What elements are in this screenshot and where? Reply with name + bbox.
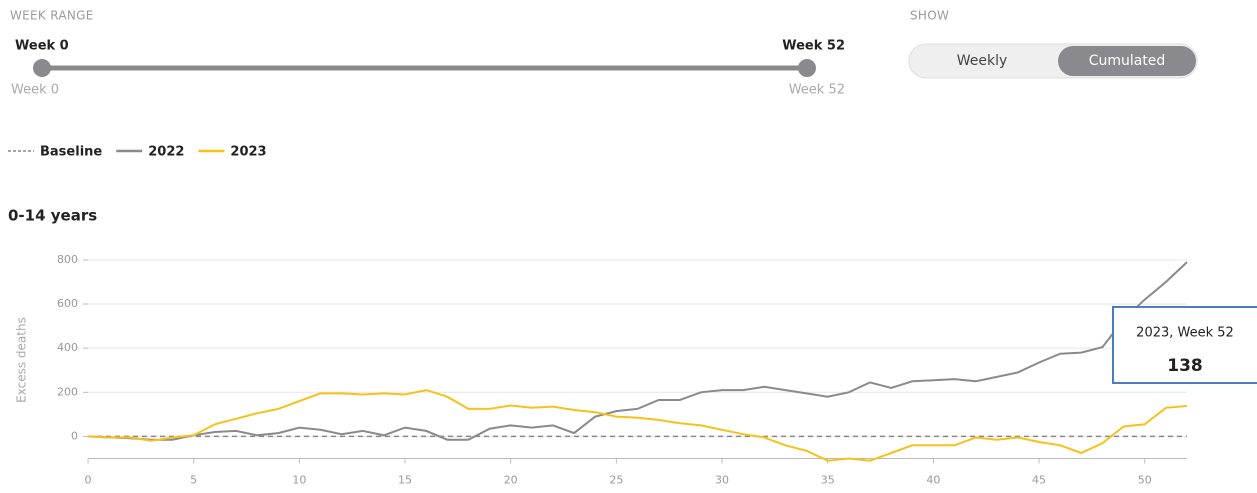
- y-tick-label: 800: [57, 253, 78, 266]
- series-line: [87, 389, 1188, 462]
- show-title: SHOW: [910, 9, 949, 23]
- x-tick-label: 45: [1032, 474, 1046, 487]
- x-tick-label: 0: [85, 474, 92, 487]
- range-max: Week 52: [789, 83, 845, 98]
- tooltip-value: 138: [1167, 356, 1203, 376]
- y-tick-label: 0: [71, 429, 78, 442]
- week-range-title: WEEK RANGE: [10, 9, 94, 23]
- toggle-active: [1058, 46, 1196, 76]
- chart-subtitle: 0-14 years: [8, 207, 97, 225]
- x-tick-label: 5: [190, 474, 197, 487]
- legend-label: 2022: [148, 145, 184, 160]
- legend-label: 2023: [230, 145, 266, 160]
- slider-handle-end[interactable]: [798, 59, 816, 77]
- range-end: Week 52: [782, 39, 845, 54]
- y-tick-label: 400: [57, 341, 78, 354]
- tooltip-label: 2023, Week 52: [1136, 326, 1234, 341]
- toggle-option[interactable]: Cumulated: [1089, 53, 1166, 69]
- tooltip: [1112, 306, 1257, 384]
- y-axis-label: Excess deaths: [15, 317, 29, 403]
- legend-label: Baseline: [40, 145, 102, 160]
- range-min: Week 0: [11, 83, 59, 98]
- y-tick-label: 600: [57, 297, 78, 310]
- x-tick-label: 40: [926, 474, 940, 487]
- x-tick-label: 50: [1138, 474, 1152, 487]
- x-tick-label: 25: [609, 474, 623, 487]
- x-tick-label: 35: [821, 474, 835, 487]
- x-tick-label: 15: [398, 474, 412, 487]
- y-tick-label: 200: [57, 385, 78, 398]
- series-line: [87, 261, 1188, 441]
- x-tick-label: 30: [715, 474, 729, 487]
- toggle-option[interactable]: Weekly: [957, 53, 1008, 69]
- range-start: Week 0: [15, 39, 69, 54]
- slider-handle-start[interactable]: [33, 59, 51, 77]
- x-tick-label: 10: [292, 474, 306, 487]
- x-tick-label: 20: [504, 474, 518, 487]
